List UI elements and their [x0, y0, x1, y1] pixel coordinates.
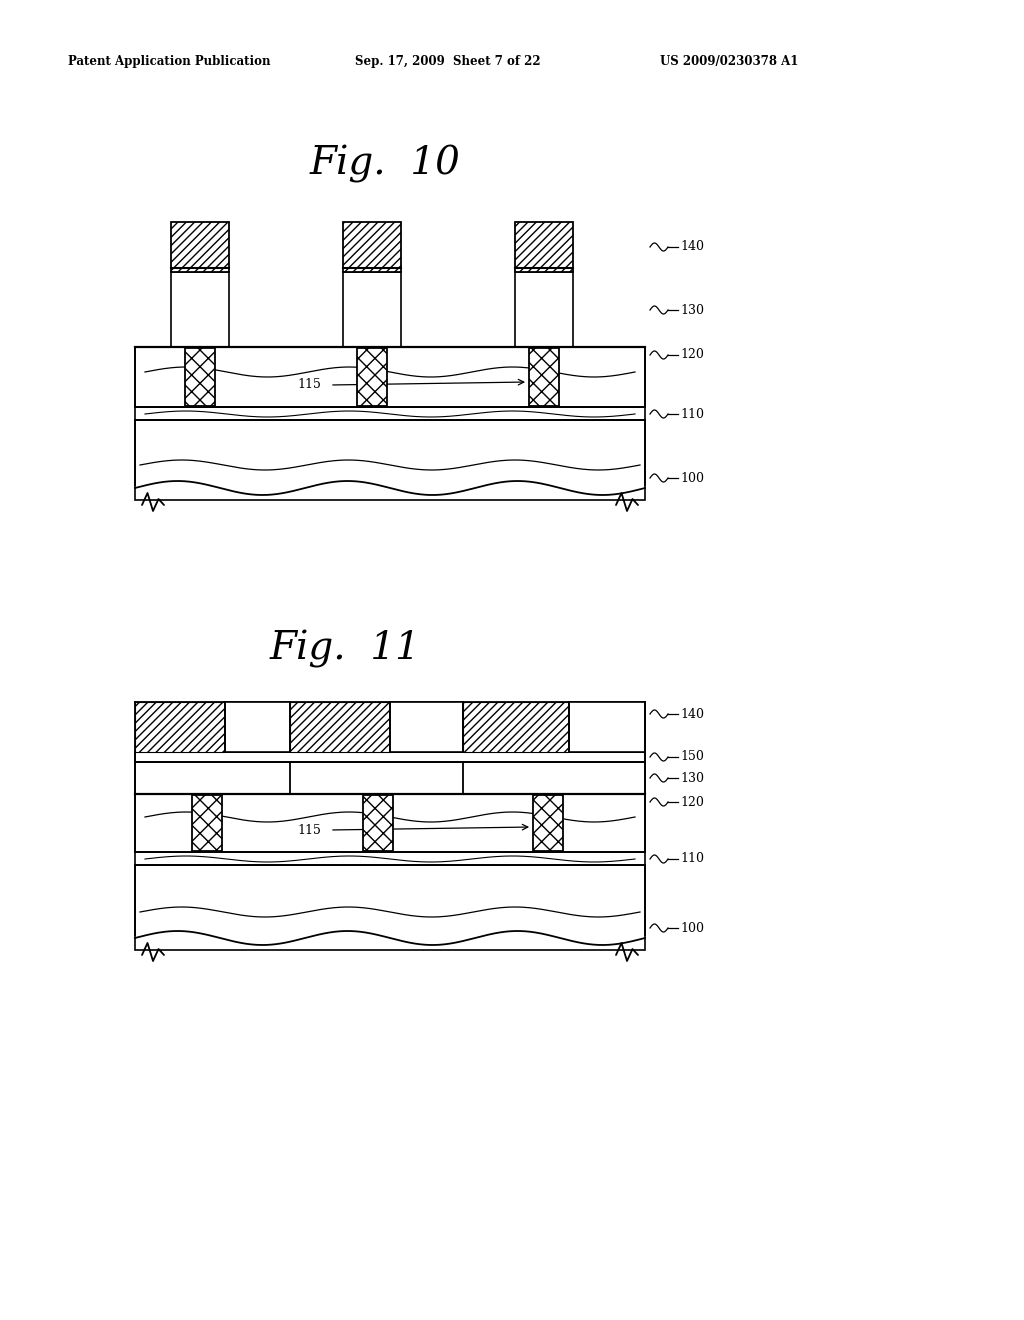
Text: 110: 110 — [680, 853, 705, 866]
Text: 110: 110 — [680, 408, 705, 421]
Text: Fig.  11: Fig. 11 — [270, 630, 421, 668]
Bar — [135, 851, 645, 865]
Text: Patent Application Publication: Patent Application Publication — [68, 55, 270, 69]
Bar — [135, 795, 645, 851]
Bar — [135, 752, 645, 762]
Bar — [343, 222, 401, 272]
Text: 120: 120 — [680, 348, 703, 362]
Bar — [515, 272, 573, 347]
Bar — [357, 348, 387, 407]
Bar — [185, 348, 215, 407]
Text: 130: 130 — [680, 304, 705, 317]
Bar — [362, 795, 393, 851]
Bar — [135, 762, 645, 795]
Bar — [135, 347, 645, 407]
Bar — [343, 272, 401, 347]
Bar — [529, 348, 559, 407]
Bar — [463, 702, 568, 752]
Bar — [135, 420, 645, 500]
Text: 120: 120 — [680, 796, 703, 808]
Bar — [135, 865, 645, 950]
Bar — [135, 702, 225, 752]
Bar — [290, 702, 390, 752]
Text: Sep. 17, 2009  Sheet 7 of 22: Sep. 17, 2009 Sheet 7 of 22 — [355, 55, 541, 69]
Bar — [135, 407, 645, 420]
Text: 140: 140 — [680, 708, 705, 721]
Text: 100: 100 — [680, 921, 705, 935]
Bar — [534, 795, 563, 851]
Text: 130: 130 — [680, 771, 705, 784]
Text: 115: 115 — [297, 379, 321, 392]
Text: 150: 150 — [680, 751, 703, 763]
Text: US 2009/0230378 A1: US 2009/0230378 A1 — [660, 55, 799, 69]
Bar — [171, 222, 229, 272]
Text: 115: 115 — [297, 824, 321, 837]
Text: Fig.  10: Fig. 10 — [310, 145, 461, 183]
Bar — [225, 702, 290, 752]
Text: 100: 100 — [680, 471, 705, 484]
Bar — [171, 272, 229, 347]
Bar — [390, 702, 463, 752]
Bar — [568, 702, 645, 752]
Bar — [515, 222, 573, 272]
Bar — [193, 795, 222, 851]
Text: 140: 140 — [680, 240, 705, 253]
